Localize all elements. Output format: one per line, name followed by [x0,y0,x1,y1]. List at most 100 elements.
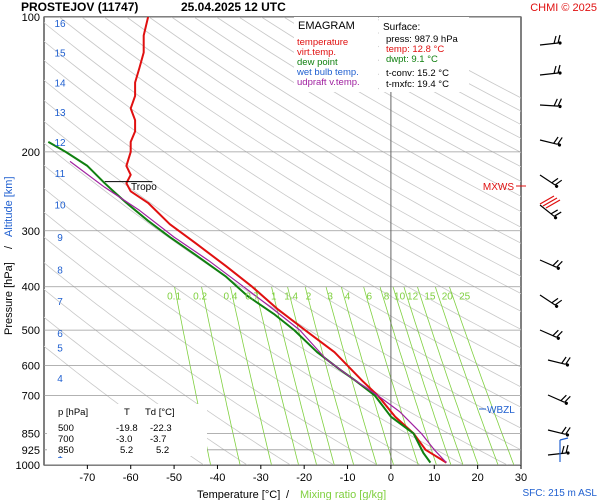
wind-barb-dot [556,336,560,340]
wind-barb-shaft [539,104,559,107]
dry-adiabat-line [44,120,521,429]
surface-tconv: t-conv: 15.2 °C [386,68,449,79]
x-axis-title: Temperature [°C] / Mixing ratio [g/kg] [197,489,386,500]
table-r1-t: -3.0 [116,434,132,445]
table-r1-td: -3.7 [150,434,166,445]
series-temperature-line [125,17,447,464]
legend: EMAGRAM temperature virt.temp. dew point… [294,17,378,92]
pressure-tick-label: 300 [22,226,40,238]
pressure-tick-label: 1000 [16,460,40,472]
mxws-label: MXWS [483,182,514,193]
wind-barb-shaft [539,139,558,145]
mixing-ratio-label: 0.2 [193,292,207,303]
wind-barb [539,64,562,76]
x-tick-label: -50 [166,472,182,484]
surface-wind-feather [559,437,569,441]
wind-barb-feather [560,394,567,402]
table-r1-p: 700 [58,434,74,445]
wind-barb [547,394,571,405]
table-header-td: Td [°C] [145,407,175,418]
wind-barb-dot [553,216,558,220]
wind-barb-feather [554,299,563,306]
dry-adiabat-line [44,40,521,349]
x-tick-label: 30 [515,472,527,484]
x-tick-label: -20 [296,472,312,484]
altitude-label: 14 [54,78,66,89]
wind-barb-dot [558,104,562,109]
wind-barb [547,356,571,367]
mixing-ratio-label: 0.1 [167,292,181,303]
max-wind-feather [545,199,561,209]
pressure-tick-label: 850 [22,428,40,440]
wind-barb-feather [553,35,557,44]
wind-barb-feather [557,64,561,74]
wind-barb [539,204,562,220]
surface-wind-barb [559,437,569,462]
datetime-title: 25.04.2025 12 UTC [181,0,286,14]
wind-barb [547,444,570,456]
x-tick-label: 20 [472,472,484,484]
wind-barb [547,426,571,437]
wind-barb-feather [551,177,559,184]
wind-barb-feather [557,137,563,145]
wind-barb-feather [557,98,562,107]
wind-barb-feather [565,444,569,454]
altitude-label: 13 [54,108,66,119]
dry-adiabat-line [44,79,521,388]
legend-dew-point: dew point [297,57,338,68]
altitude-label: 12 [54,138,66,149]
wind-barb-feather [551,297,559,304]
wind-barb-dot [556,266,560,270]
table-header-p: p [hPa] [58,407,88,418]
wind-barb-dot [555,184,559,188]
surface-title: Surface: [383,22,420,33]
wind-barb-shaft [539,174,556,186]
wind-barb [539,98,562,109]
x-tick-label: -30 [253,472,269,484]
altitude-label: 15 [54,48,66,59]
wind-barb-shaft [547,359,566,365]
wind-barb-feather [565,357,571,365]
wind-barb-shaft [539,42,559,46]
wind-barb-feather [553,98,558,107]
mixing-ratio-label: 25 [459,292,471,303]
copyright-text: CHMI © 2025 [530,2,597,14]
wind-barb-dot [558,71,562,75]
dry-adiabat-line [59,17,521,312]
mixing-ratio-label: 15 [424,292,436,303]
mixing-ratio-label: 8 [384,292,390,303]
x-tick-label: -10 [340,472,356,484]
pressure-tick-label: 200 [22,147,40,159]
max-wind-barb [539,195,561,209]
mixing-ratio-label: 2 [306,292,312,303]
wind-barb-feather [556,330,563,338]
wind-barb-feather [561,445,565,454]
wind-barb [539,174,563,188]
mixing-ratio-label: 20 [442,292,454,303]
x-tick-label: -40 [210,472,226,484]
series-updraft-line [69,160,447,464]
legend-temperature: temperature [297,37,348,48]
table-r0-td: -22.3 [150,423,172,434]
legend-updraft: udpraft v.temp. [297,77,360,88]
table-r2-td: 5.2 [156,445,169,456]
wind-barbs [539,34,571,462]
wind-barb [539,329,563,340]
pressure-tick-label: 925 [22,445,40,457]
wind-barb-feather [554,179,563,186]
altitude-label: 5 [57,344,63,355]
wbzl-label: WBZL [487,405,515,416]
wind-barb [539,34,562,46]
mixing-ratio-label: 10 [394,292,406,303]
pressure-tick-label: 700 [22,391,40,403]
altitude-label: 11 [55,169,66,180]
wind-barb-dot [555,304,559,308]
dry-adiabat-line [44,60,521,368]
wind-barb-feather [565,427,571,435]
legend-virt-temp: virt.temp. [297,47,336,58]
wind-barb-dot [566,451,570,455]
dry-adiabat-line [148,17,521,244]
mixing-ratio-label: 3 [327,292,333,303]
wind-barb-feather [552,259,559,267]
